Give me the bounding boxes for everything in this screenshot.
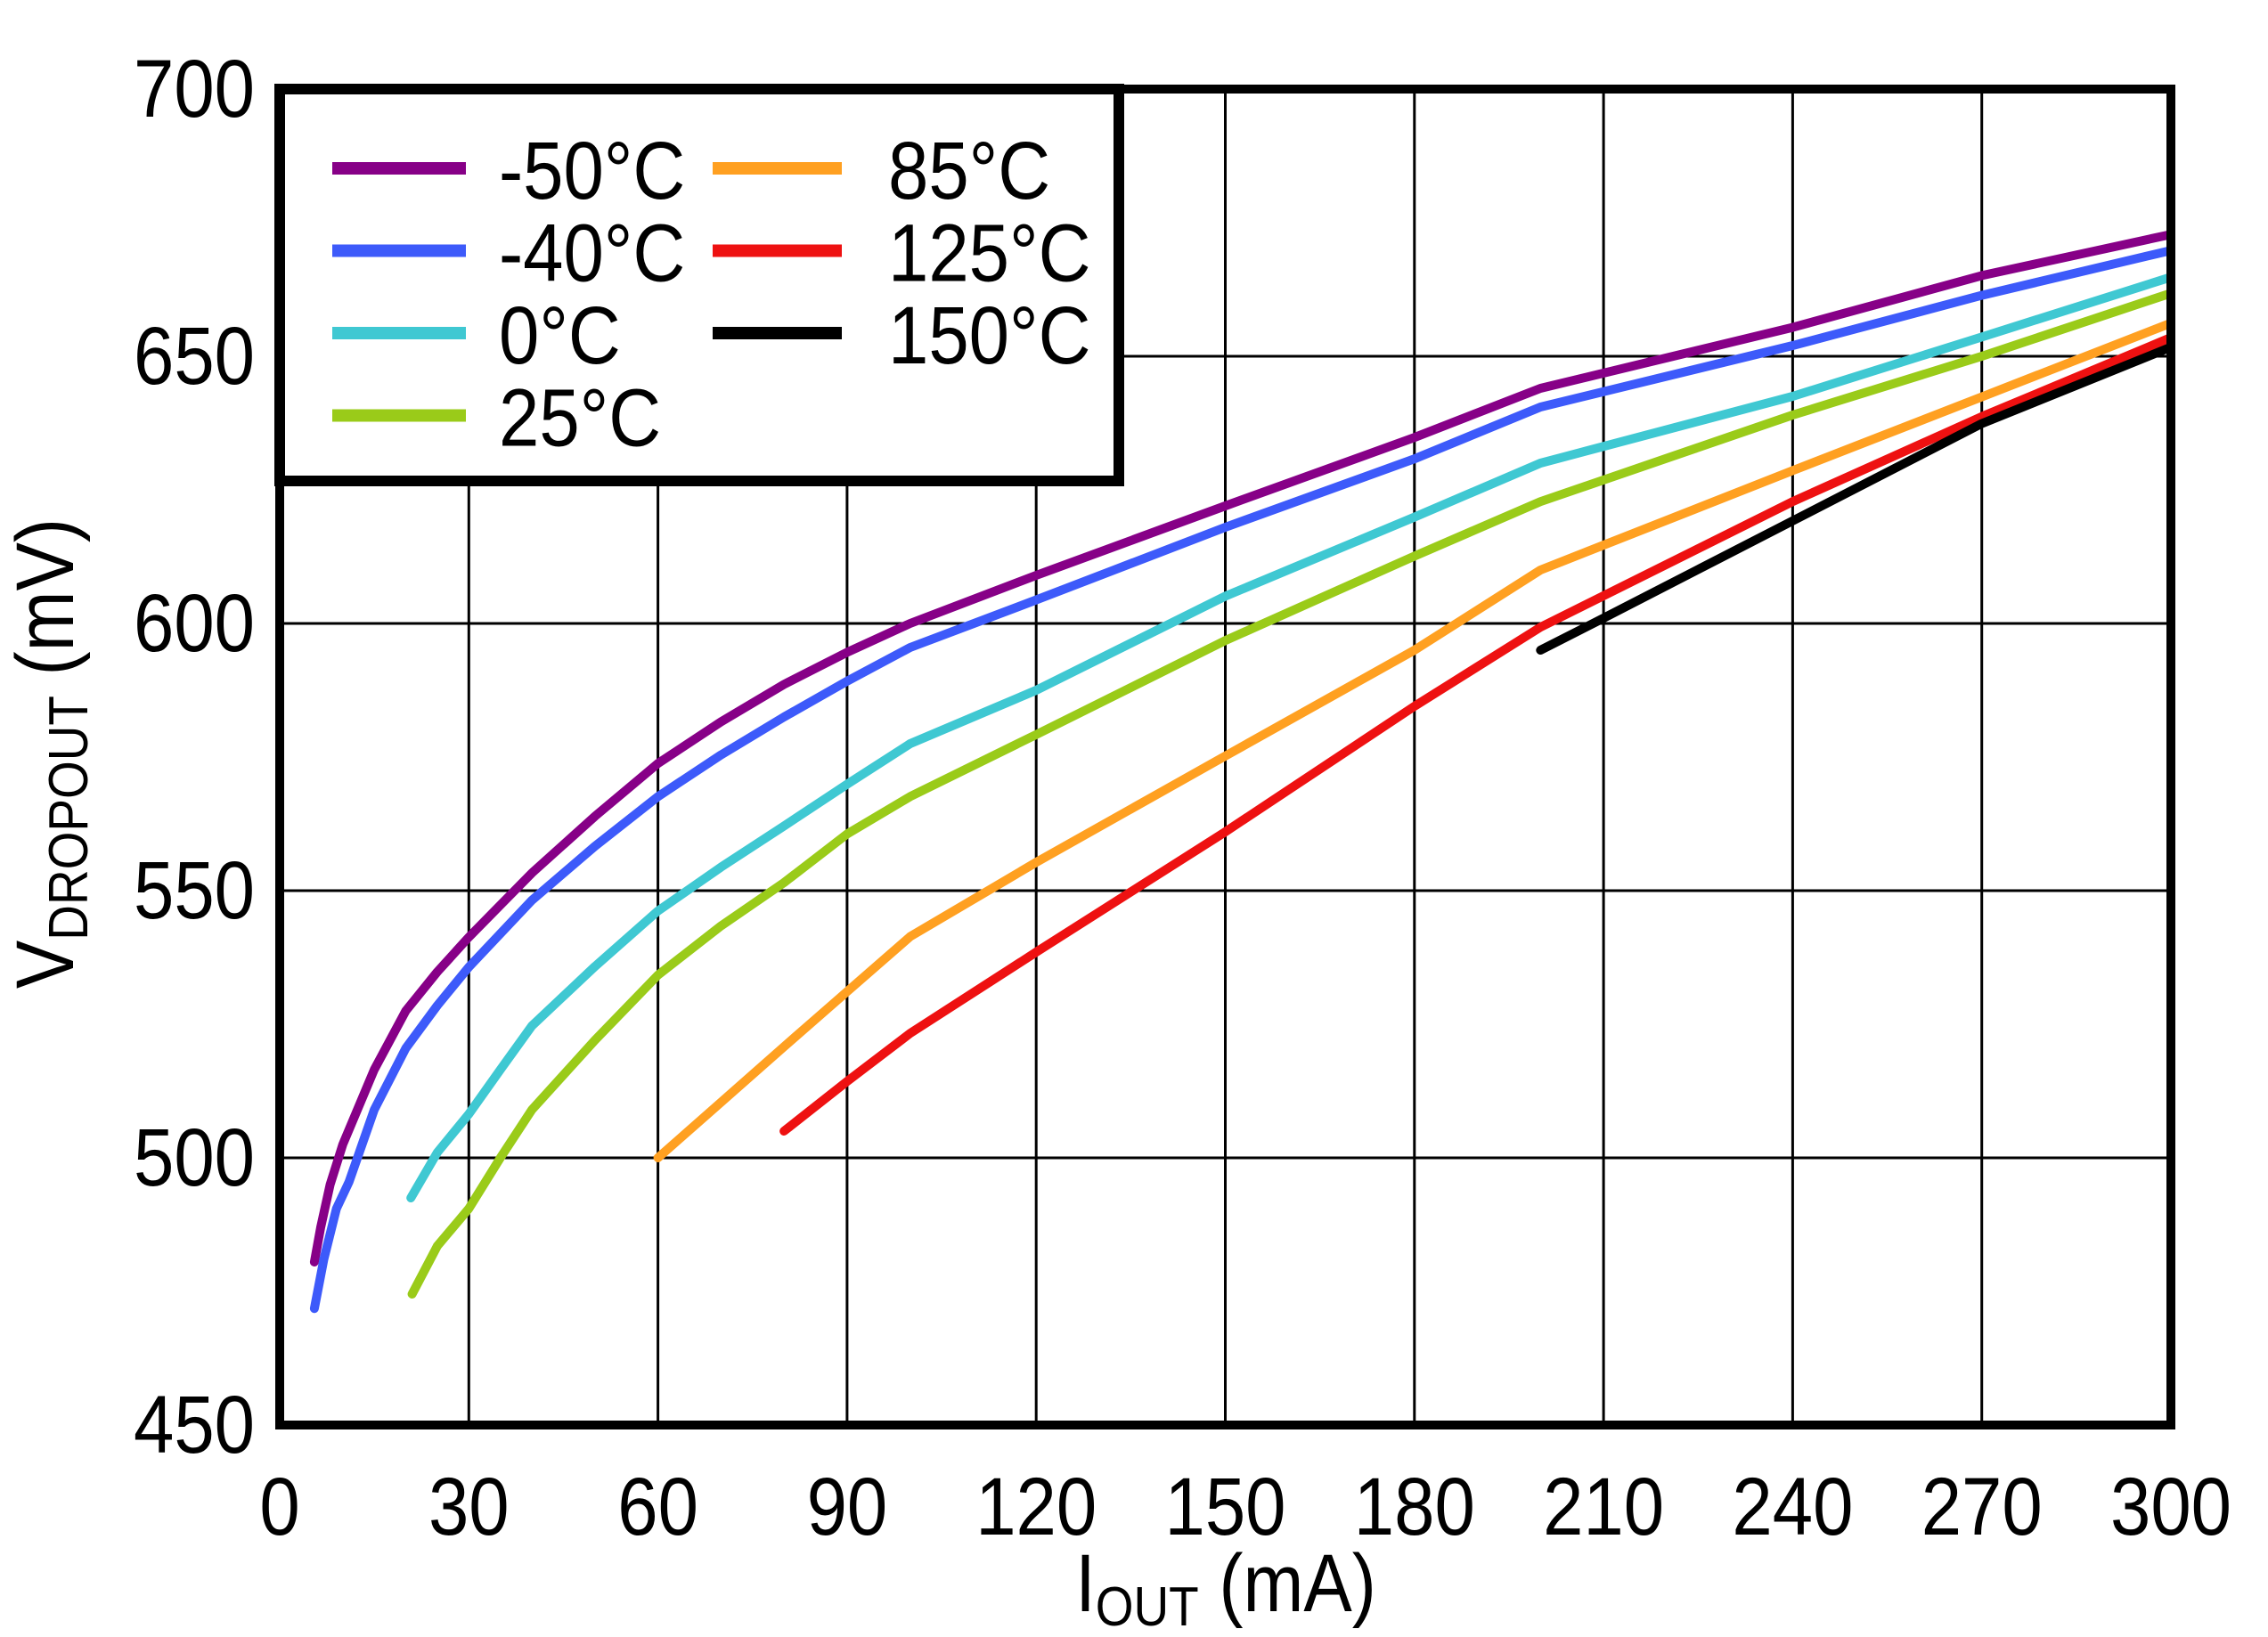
svg-text:300: 300	[2110, 1461, 2231, 1552]
svg-text:450: 450	[134, 1379, 255, 1470]
svg-text:550: 550	[134, 844, 255, 936]
svg-text:25°C: 25°C	[499, 372, 661, 464]
svg-text:270: 270	[1921, 1461, 2043, 1552]
svg-text:90: 90	[807, 1461, 888, 1552]
svg-text:600: 600	[134, 577, 255, 669]
svg-text:150°C: 150°C	[888, 289, 1090, 381]
svg-text:0: 0	[259, 1461, 299, 1552]
svg-text:500: 500	[134, 1112, 255, 1203]
svg-text:-50°C: -50°C	[499, 125, 685, 216]
svg-text:180: 180	[1354, 1461, 1475, 1552]
svg-text:85°C: 85°C	[888, 125, 1050, 216]
svg-text:150: 150	[1165, 1461, 1286, 1552]
svg-text:700: 700	[134, 43, 255, 134]
svg-text:120: 120	[975, 1461, 1097, 1552]
svg-text:650: 650	[134, 310, 255, 402]
svg-text:240: 240	[1732, 1461, 1853, 1552]
svg-text:30: 30	[428, 1461, 510, 1552]
svg-text:-40°C: -40°C	[499, 208, 685, 299]
svg-text:60: 60	[617, 1461, 698, 1552]
svg-text:210: 210	[1543, 1461, 1664, 1552]
svg-text:125°C: 125°C	[888, 208, 1090, 299]
svg-text:0°C: 0°C	[499, 289, 621, 381]
